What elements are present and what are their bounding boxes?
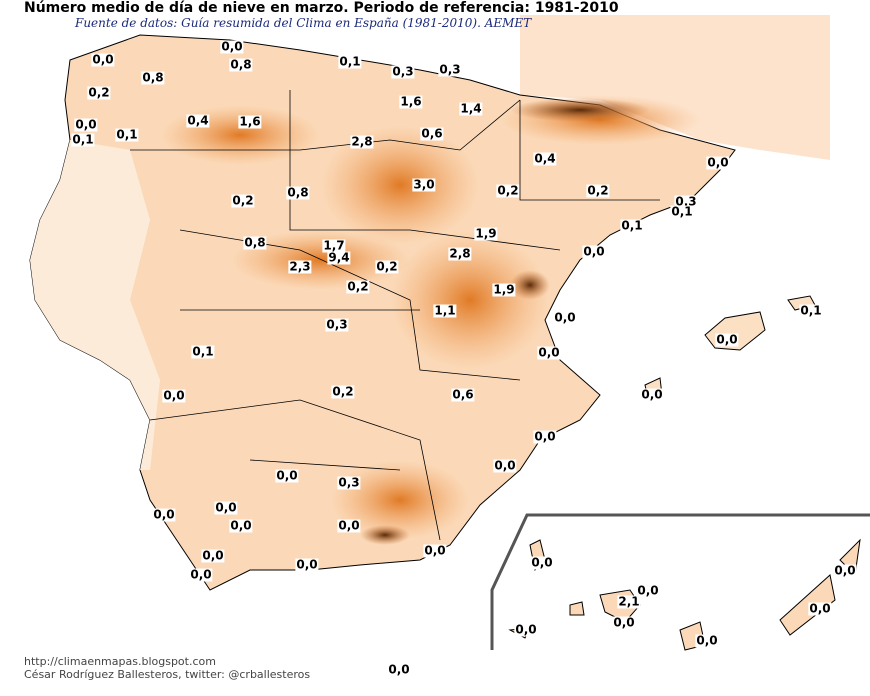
station-value-label: 0,0 [201,548,225,563]
hot-zone [320,125,480,245]
france-area [520,15,830,160]
data-source: Fuente de datos: Guía resumida del Clima… [75,16,532,30]
peak-zone [510,270,550,300]
station-value-label: 0,3 [674,194,698,209]
station-value-label: 0,0 [808,601,832,616]
station-value-label: 0,0 [152,507,176,522]
station-value-label: 0,0 [640,387,664,402]
station-value-label: 2,8 [350,134,374,149]
station-value-label: 2,1 [617,594,641,609]
station-value-label: 1,6 [238,114,262,129]
hot-zone [230,230,410,290]
canary-inset-frame [490,513,870,650]
station-value-label: 0,8 [229,57,253,72]
station-value-label: 0,1 [71,132,95,147]
station-value-label: 1,1 [433,303,457,318]
station-value-label: 0,0 [423,543,447,558]
station-value-label: 0,0 [514,622,538,637]
station-value-label: 9,4 [327,250,351,265]
station-value-label: 0,3 [325,317,349,332]
canary-islands [508,538,861,651]
station-value-label: 0,8 [286,185,310,200]
station-value-label: 0,0 [220,39,244,54]
station-value-label: 0,0 [612,615,636,630]
station-value-label: 3,0 [412,177,436,192]
station-value-label: 0,0 [636,583,660,598]
portugal-area [30,140,160,470]
station-value-label: 0,4 [533,151,557,166]
station-value-label: 0,1 [338,54,362,69]
region-borders [130,90,660,541]
station-value-label: 0,0 [530,555,554,570]
hot-zone [390,230,550,370]
station-value-label: 0,0 [533,429,557,444]
station-value-label: 0,0 [229,518,253,533]
peak-zone [360,525,410,545]
station-value-label: 2,3 [288,259,312,274]
station-value-label: 0,0 [275,468,299,483]
station-value-label: 0,1 [670,204,694,219]
station-value-label: 0,2 [346,279,370,294]
station-value-label: 0,0 [695,633,719,648]
station-value-label: 0,8 [243,235,267,250]
station-value-label: 0,4 [186,113,210,128]
station-value-label: 1,7 [322,238,346,253]
station-value-label: 0,0 [493,458,517,473]
station-value-label: 0,8 [141,70,165,85]
station-value-label: 0,2 [231,193,255,208]
station-value-label: 0,0 [189,567,213,582]
station-value-label: 1,9 [474,226,498,241]
station-value-label: 0,2 [375,259,399,274]
station-value-label: 0,3 [438,62,462,77]
blog-url: http://climaenmapas.blogspot.com [24,655,216,668]
map-title: Número medio de día de nieve en marzo. P… [24,0,619,16]
station-value-label: 1,9 [492,282,516,297]
station-value-label: 0,6 [451,387,475,402]
station-value-label: 0,0 [553,310,577,325]
station-value-label: 0,0 [74,117,98,132]
station-value-label: 0,0 [387,662,411,677]
station-value-label: 1,6 [399,94,423,109]
station-value-label: 0,0 [214,500,238,515]
station-value-label: 0,6 [420,126,444,141]
station-value-label: 0,0 [833,563,857,578]
station-value-label: 0,1 [191,344,215,359]
station-value-label: 0,0 [706,155,730,170]
station-value-label: 0,1 [115,127,139,142]
station-value-label: 0,0 [715,332,739,347]
station-value-label: 0,0 [337,518,361,533]
hot-zone [330,460,470,540]
author-credit: César Rodríguez Ballesteros, twitter: @c… [24,668,311,681]
station-value-label: 0,0 [162,388,186,403]
station-value-label: 0,0 [295,557,319,572]
station-value-label: 2,8 [448,246,472,261]
station-value-label: 0,3 [337,475,361,490]
station-value-label: 0,2 [87,85,111,100]
station-value-label: 0,2 [496,183,520,198]
balearic-islands [644,295,816,399]
station-value-label: 0,2 [586,183,610,198]
station-value-label: 0,0 [91,52,115,67]
station-value-label: 1,4 [459,101,483,116]
station-value-label: 0,2 [331,384,355,399]
station-value-label: 0,0 [582,244,606,259]
station-value-label: 0,0 [537,345,561,360]
station-value-label: 0,3 [391,64,415,79]
peak-zone [510,98,650,122]
station-value-label: 0,1 [799,303,823,318]
station-value-label: 0,1 [620,218,644,233]
